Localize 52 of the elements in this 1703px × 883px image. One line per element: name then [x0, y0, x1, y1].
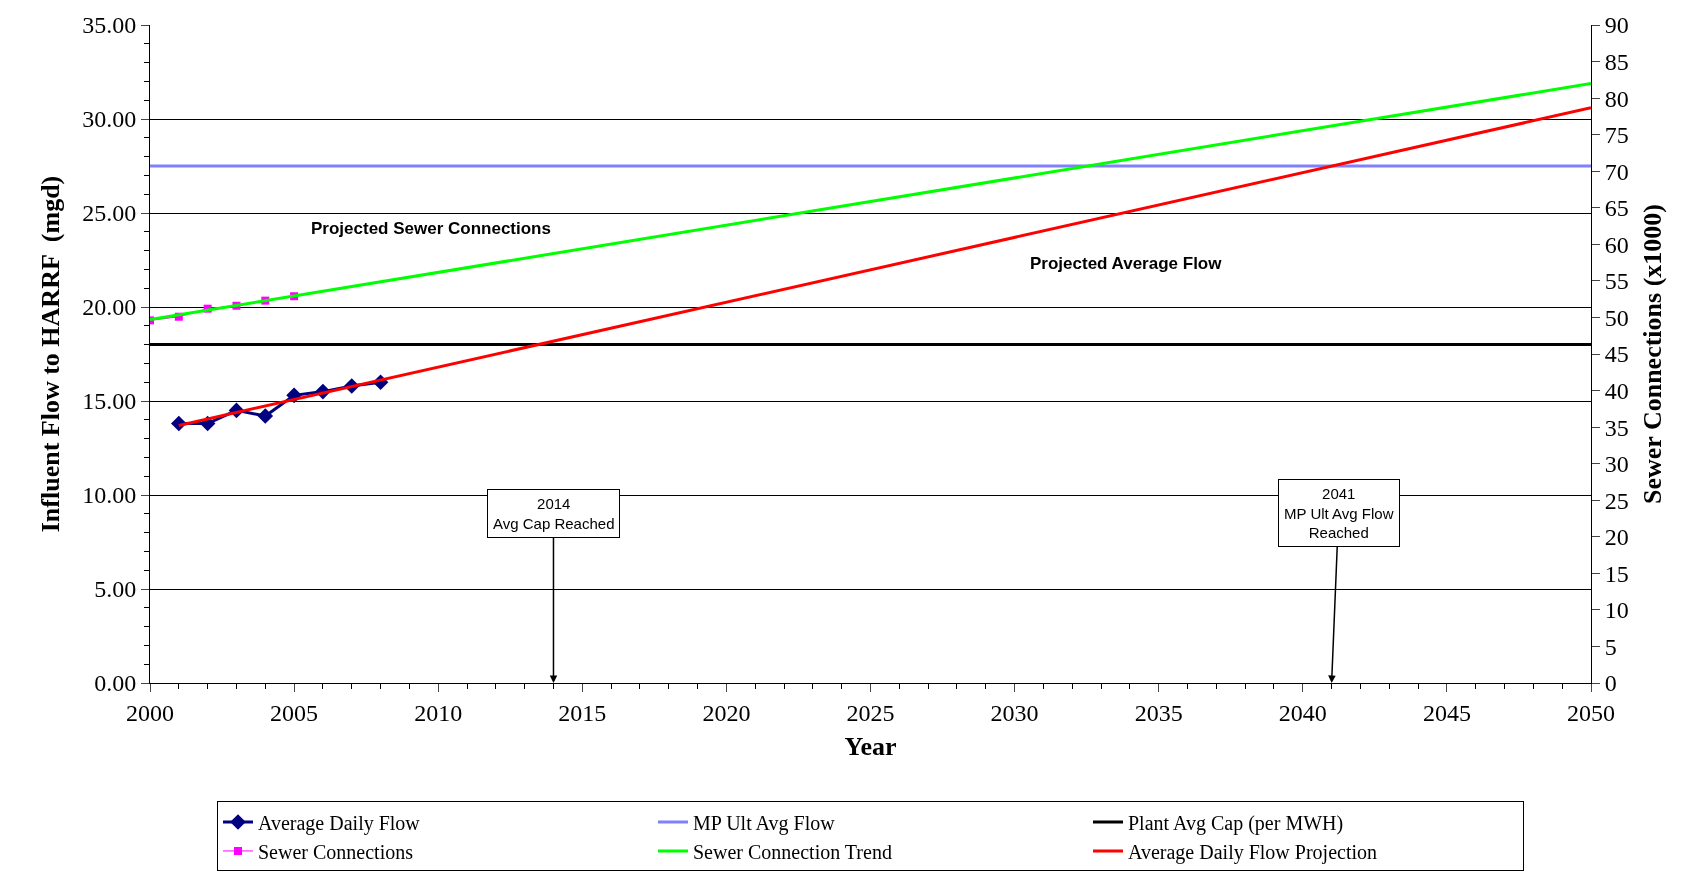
x-tick-label: 2005: [270, 699, 319, 726]
x-tick-label: 2045: [1422, 699, 1471, 726]
y-tick-label: 0.00: [94, 670, 137, 697]
y2-tick-label: 30: [1604, 451, 1629, 478]
x-axis-title: Year: [844, 732, 897, 762]
y2-tick-label: 10: [1604, 597, 1629, 624]
y2-tick-label: 60: [1604, 231, 1629, 258]
y2-tick-label: 40: [1604, 377, 1629, 404]
y2-tick-label: 25: [1604, 487, 1629, 514]
legend-label: MP Ult Avg Flow: [693, 811, 836, 835]
x-tick-label: 2040: [1278, 699, 1327, 726]
y2-tick-label: 45: [1604, 341, 1629, 368]
y2-axis-title: Sewer Connections (x1000): [1638, 204, 1668, 504]
y-tick-label: 35.00: [82, 12, 137, 39]
y-axis-title: Influent Flow to HARRF (mgd): [35, 175, 65, 533]
y2-tick-label: 50: [1604, 304, 1629, 331]
annotation: 2041 MP Ult Avg Flow Reached: [1284, 485, 1394, 541]
x-tick-label: 2020: [702, 699, 751, 726]
y2-tick-label: 55: [1604, 268, 1629, 295]
legend-label: Plant Avg Cap (per MWH): [1128, 811, 1344, 835]
x-tick-label: 2000: [126, 699, 174, 726]
y2-tick-label: 85: [1604, 48, 1629, 75]
annotation: Projected Average Flow: [1030, 254, 1223, 273]
y2-tick-label: 70: [1604, 158, 1629, 185]
y2-tick-label: 35: [1604, 414, 1629, 441]
x-tick-label: 2035: [1134, 699, 1183, 726]
x-tick-label: 2050: [1567, 699, 1615, 726]
x-tick-label: 2015: [558, 699, 607, 726]
legend-label: Average Daily Flow Projection: [1128, 840, 1378, 864]
legend-label: Average Daily Flow: [258, 811, 421, 835]
y2-tick-label: 20: [1604, 524, 1629, 551]
y-tick-label: 5.00: [94, 576, 137, 603]
x-tick-label: 2030: [990, 699, 1039, 726]
y2-tick-label: 15: [1604, 560, 1629, 587]
x-tick-label: 2025: [846, 699, 895, 726]
point: [257, 408, 274, 424]
annotation: 2014 Avg Cap Reached: [493, 495, 615, 532]
legend-label: Sewer Connection Trend: [693, 840, 892, 863]
y-tick-label: 20.00: [82, 294, 137, 321]
y2-tick-label: 0: [1604, 670, 1617, 697]
y-tick-label: 30.00: [82, 106, 137, 133]
y2-tick-label: 80: [1604, 85, 1629, 112]
annotation: Projected Sewer Connections: [311, 219, 551, 238]
y2-tick-label: 75: [1604, 122, 1629, 149]
x-tick-label: 2010: [414, 699, 463, 726]
y2-tick-label: 90: [1604, 12, 1629, 39]
y-tick-label: 10.00: [82, 482, 137, 509]
y-tick-label: 15.00: [82, 388, 137, 415]
y2-tick-label: 65: [1604, 195, 1629, 222]
y-tick-label: 25.00: [82, 200, 137, 227]
y2-tick-label: 5: [1604, 633, 1617, 660]
legend-label: Sewer Connections: [258, 840, 414, 863]
